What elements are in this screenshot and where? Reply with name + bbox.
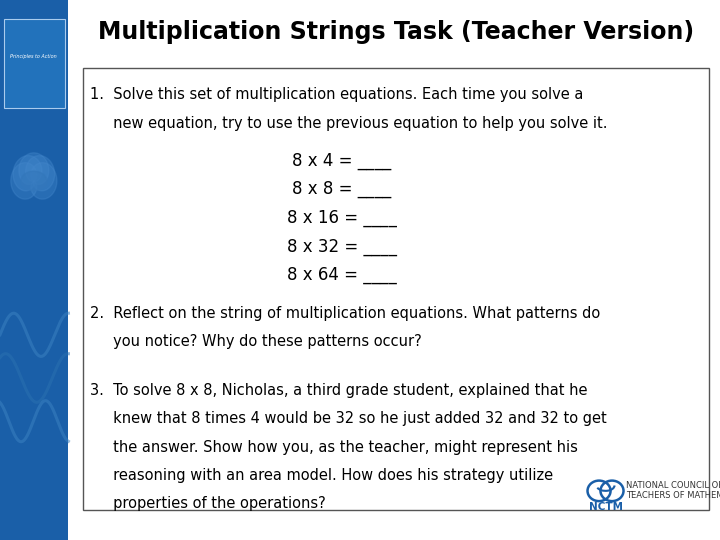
Text: properties of the operations?: properties of the operations? [90,496,325,511]
Circle shape [21,171,47,191]
Text: NATIONAL COUNCIL OF: NATIONAL COUNCIL OF [626,481,720,490]
Text: TEACHERS OF MATHEMATICS: TEACHERS OF MATHEMATICS [626,491,720,500]
Text: 8 x 8 = ____: 8 x 8 = ____ [292,180,392,198]
Text: reasoning with an area model. How does his strategy utilize: reasoning with an area model. How does h… [90,468,553,483]
Text: 8 x 64 = ____: 8 x 64 = ____ [287,266,397,284]
Text: Principles to Action: Principles to Action [11,54,57,59]
Text: 8 x 16 = ____: 8 x 16 = ____ [287,209,397,227]
Polygon shape [31,163,57,199]
Text: 2.  Reflect on the string of multiplication equations. What patterns do: 2. Reflect on the string of multiplicati… [90,306,600,321]
Polygon shape [13,156,42,191]
Text: Multiplication Strings Task (Teacher Version): Multiplication Strings Task (Teacher Ver… [98,21,694,44]
Text: 8 x 4 = ____: 8 x 4 = ____ [292,152,392,170]
Bar [4,19,65,108]
Text: 8 x 32 = ____: 8 x 32 = ____ [287,238,397,255]
Bar [83,68,709,510]
Polygon shape [19,153,49,184]
Polygon shape [26,156,55,191]
Text: 3.  To solve 8 x 8, Nicholas, a third grade student, explained that he: 3. To solve 8 x 8, Nicholas, a third gra… [90,383,588,399]
Text: you notice? Why do these patterns occur?: you notice? Why do these patterns occur? [90,334,422,349]
Text: the answer. Show how you, as the teacher, might represent his: the answer. Show how you, as the teacher… [90,440,578,455]
Polygon shape [11,163,37,199]
Bar [0,0,68,540]
Text: NCTM: NCTM [588,502,623,512]
Text: 1.  Solve this set of multiplication equations. Each time you solve a: 1. Solve this set of multiplication equa… [90,87,583,103]
Text: new equation, try to use the previous equation to help you solve it.: new equation, try to use the previous eq… [90,116,608,131]
Text: knew that 8 times 4 would be 32 so he just added 32 and 32 to get: knew that 8 times 4 would be 32 so he ju… [90,411,607,427]
